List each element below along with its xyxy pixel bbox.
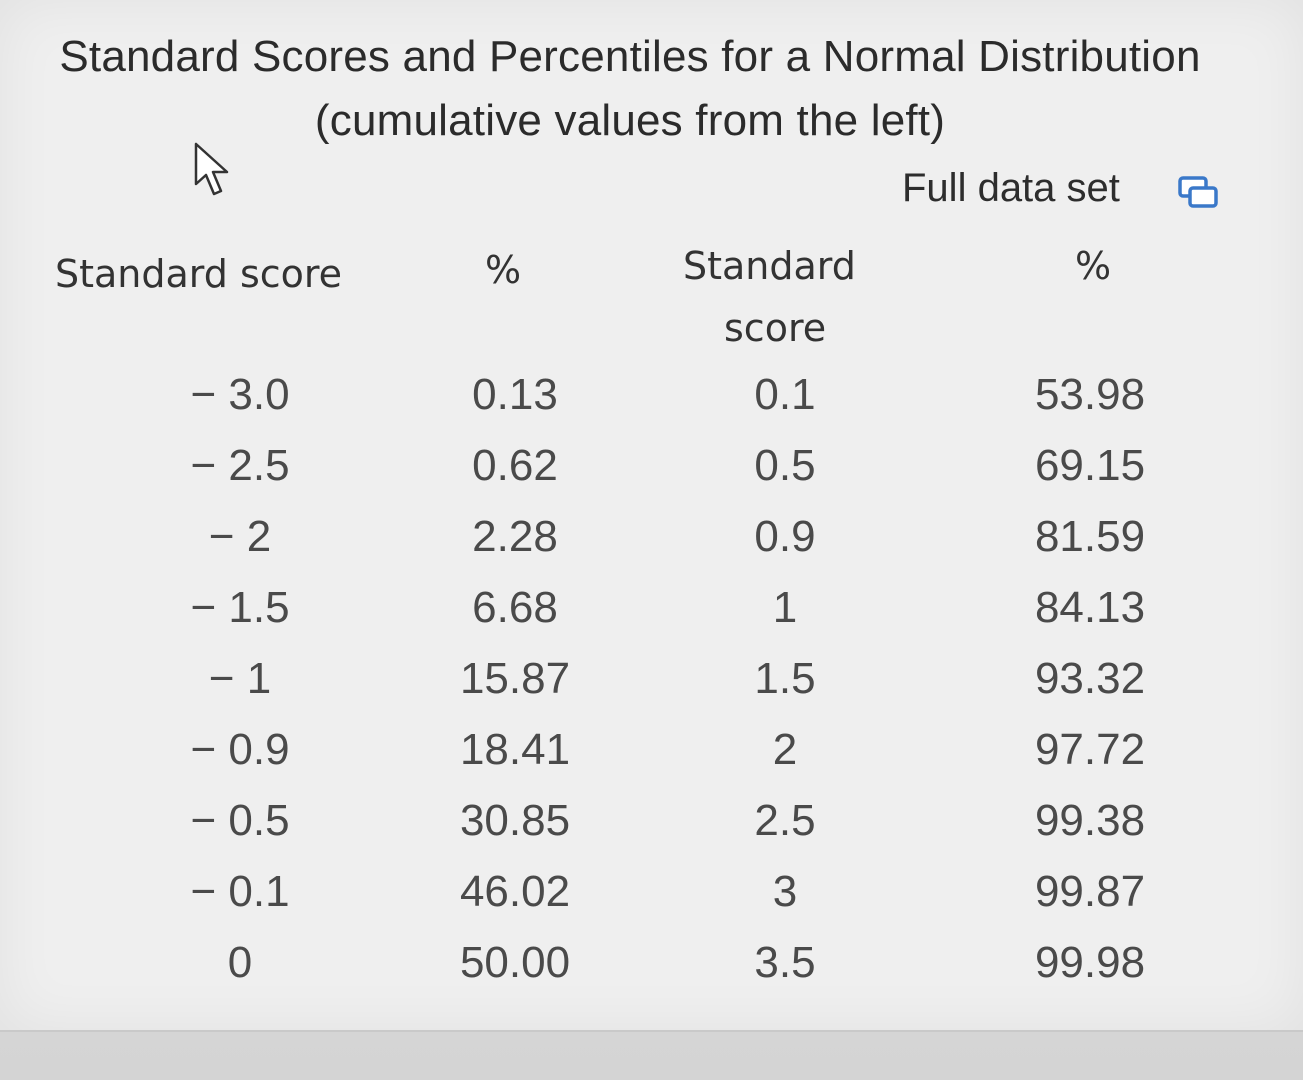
header-standard-score-right-line2: score [724, 306, 827, 350]
percent-right-cell: 99.87 [1034, 867, 1146, 916]
standard-score-left-cell: 0 [227, 938, 253, 987]
standard-score-right-cell: 1 [772, 583, 798, 632]
percent-left-cell: 46.02 [459, 867, 571, 916]
standard-score-left-cell: − 3.0 [190, 370, 290, 419]
standard-score-left-cell: − 1 [208, 654, 272, 703]
percent-right-cell: 99.98 [1034, 938, 1146, 987]
standard-score-left-cell: − 0.5 [190, 796, 290, 845]
percent-left-cell: 15.87 [459, 654, 571, 703]
table-row: 0 50.00 3.5 99.98 [0, 938, 1303, 1008]
percent-right-cell: 69.15 [1034, 441, 1146, 490]
standard-score-left-cell: − 2 [208, 512, 272, 561]
standard-score-right-cell: 2 [772, 725, 798, 774]
header-percent-left: % [485, 248, 522, 292]
percent-left-cell: 50.00 [459, 938, 571, 987]
header-standard-score-left: Standard score [55, 252, 343, 296]
percent-left-cell: 0.13 [472, 370, 558, 419]
copy-icon[interactable] [1176, 172, 1220, 212]
standard-score-right-cell: 0.5 [754, 441, 816, 490]
table-row: − 0.5 30.85 2.5 99.38 [0, 796, 1303, 866]
table-row: − 1.5 6.68 1 84.13 [0, 583, 1303, 653]
standard-score-right-cell: 2.5 [754, 796, 816, 845]
percent-right-cell: 53.98 [1034, 370, 1146, 419]
table-row: − 2.5 0.62 0.5 69.15 [0, 441, 1303, 511]
percent-left-cell: 2.28 [472, 512, 558, 561]
table-row: − 3.0 0.13 0.1 53.98 [0, 370, 1303, 440]
standard-score-right-cell: 3.5 [754, 938, 816, 987]
standard-score-right-cell: 0.9 [754, 512, 816, 561]
standard-score-right-cell: 1.5 [754, 654, 816, 703]
percent-right-cell: 84.13 [1034, 583, 1146, 632]
standard-score-left-cell: − 2.5 [190, 441, 290, 490]
table-row: − 1 15.87 1.5 93.32 [0, 654, 1303, 724]
full-data-set-link[interactable]: Full data set [902, 166, 1120, 210]
percent-right-cell: 93.32 [1034, 654, 1146, 703]
standard-score-right-cell: 0.1 [754, 370, 816, 419]
table-row: − 0.1 46.02 3 99.87 [0, 867, 1303, 937]
percent-left-cell: 0.62 [472, 441, 558, 490]
standard-score-right-cell: 3 [772, 867, 798, 916]
percent-right-cell: 97.72 [1034, 725, 1146, 774]
percent-left-cell: 30.85 [459, 796, 571, 845]
arrow-cursor-icon [194, 142, 229, 196]
header-standard-score-right: Standard [683, 244, 856, 288]
content-panel: Standard Scores and Percentiles for a No… [0, 0, 1303, 1032]
percent-left-cell: 6.68 [472, 583, 558, 632]
table-row: − 0.9 18.41 2 97.72 [0, 725, 1303, 795]
standard-score-left-cell: − 1.5 [190, 583, 290, 632]
page-title: Standard Scores and Percentiles for a No… [59, 32, 1201, 81]
table-row: − 2 2.28 0.9 81.59 [0, 512, 1303, 582]
percent-right-cell: 81.59 [1034, 512, 1146, 561]
percent-left-cell: 18.41 [459, 725, 571, 774]
percent-right-cell: 99.38 [1034, 796, 1146, 845]
standard-score-left-cell: − 0.1 [190, 867, 290, 916]
page-subtitle: (cumulative values from the left) [314, 96, 946, 145]
standard-score-left-cell: − 0.9 [190, 725, 290, 774]
header-percent-right: % [1075, 244, 1112, 288]
